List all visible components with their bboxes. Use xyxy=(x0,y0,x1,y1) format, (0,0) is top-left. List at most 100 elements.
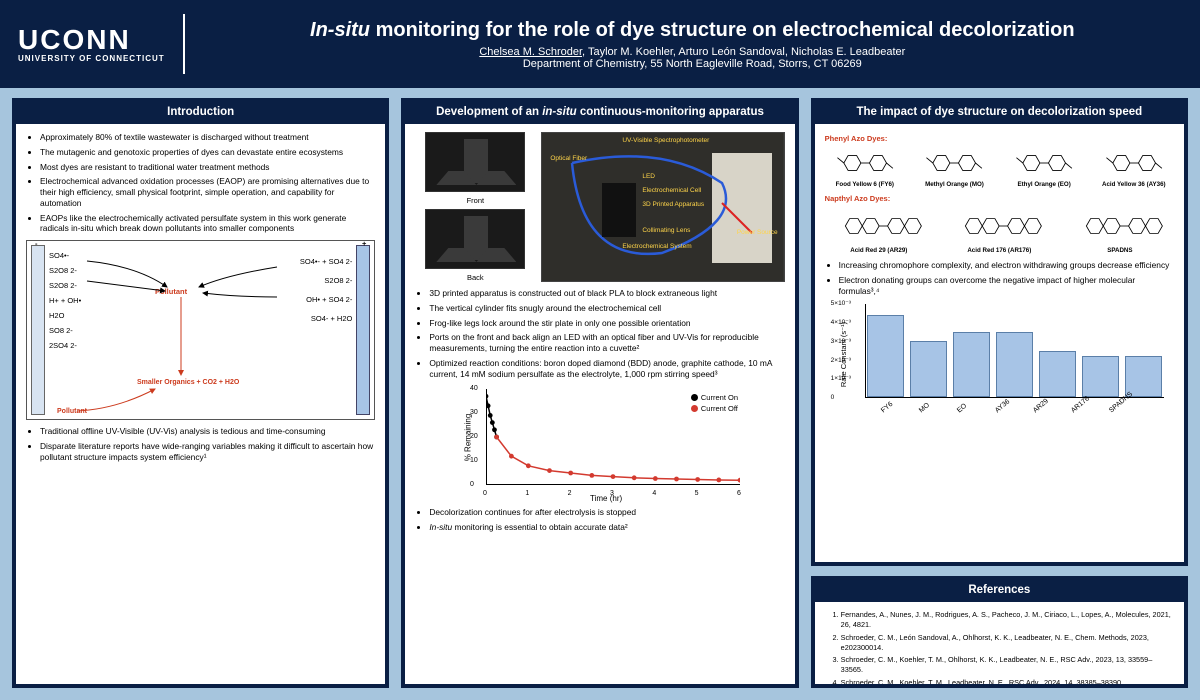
renders-3d: Front Back xyxy=(415,132,535,282)
title-block: In-situ monitoring for the role of dye s… xyxy=(203,19,1182,70)
panel-title-impact: The impact of dye structure on decoloriz… xyxy=(815,102,1184,124)
logo-subtitle: UNIVERSITY OF CONNECTICUT xyxy=(18,54,165,63)
legend-off: Current Off xyxy=(701,404,738,413)
reference: Schroeder, C. M., León Sandoval, A., Ohl… xyxy=(841,633,1174,653)
anno-3: Electrochemical Cell xyxy=(642,187,701,194)
anno-6: Electrochemical System xyxy=(622,243,691,250)
bar-category: MO xyxy=(918,402,931,415)
panel-body-intro: Approximately 80% of textile wastewater … xyxy=(16,124,385,684)
anno-7: Power Source xyxy=(737,229,778,236)
decolor-linechart: % Remaining Time (hr) Current On Current… xyxy=(450,383,750,503)
rate-barchart: Rate Constant (s⁻¹) FY6MOEOAY36AR29AR176… xyxy=(825,300,1174,420)
pollutant-bottom: Pollutant xyxy=(57,408,87,415)
front-label: Front xyxy=(467,196,485,205)
panel-title-refs: References xyxy=(815,580,1184,602)
reference: Schroeder, C. M., Koehler, T. M., Ohlhor… xyxy=(841,655,1174,675)
bullet: Decolorization continues for after elect… xyxy=(429,507,784,518)
bar-category: AR176 xyxy=(1070,395,1091,414)
bar xyxy=(996,332,1033,397)
render-front xyxy=(425,132,525,192)
species-left: SO4•-S2O8 2-S2O8 2-H+ + OH•H2OSO8 2-2SO4… xyxy=(49,251,81,356)
panel-intro: Introduction Approximately 80% of textil… xyxy=(12,98,389,688)
bars xyxy=(867,304,1162,397)
panel-body-apparatus: Front Back UV-Visible Spectrophotometer xyxy=(405,124,794,684)
anno-0: UV-Visible Spectrophotometer xyxy=(622,137,709,144)
col-apparatus: Development of an in-situ continuous-mon… xyxy=(401,98,798,688)
anno-1: Optical Fiber xyxy=(550,155,587,162)
col-right: The impact of dye structure on decoloriz… xyxy=(811,98,1188,688)
logo: UCONN xyxy=(18,26,165,54)
bullet: Frog-like legs lock around the stir plat… xyxy=(429,318,784,329)
bar xyxy=(910,341,947,397)
bullet: The vertical cylinder fits snugly around… xyxy=(429,303,784,314)
molecule: Food Yellow 6 (FY6) xyxy=(825,147,905,188)
bar-category: FY6 xyxy=(880,401,894,415)
bar-category: EO xyxy=(956,403,968,415)
bullet: In-situ monitoring is essential to obtai… xyxy=(429,522,784,533)
panel-body-refs: Fernandes, A., Nunes, J. M., Rodrigues, … xyxy=(815,602,1184,684)
panel-body-impact: Phenyl Azo Dyes: Food Yellow 6 (FY6)Meth… xyxy=(815,124,1184,562)
intro-bullets-top: Approximately 80% of textile wastewater … xyxy=(26,132,375,234)
bar xyxy=(1039,351,1076,398)
bullet: 3D printed apparatus is constructed out … xyxy=(429,288,784,299)
bar-category: AR29 xyxy=(1032,398,1050,415)
bar xyxy=(867,315,904,397)
bullet: Approximately 80% of textile wastewater … xyxy=(40,132,375,143)
molecule: SPADNS xyxy=(1066,207,1174,254)
bullet: The mutagenic and genotoxic properties o… xyxy=(40,147,375,158)
bullet: Increasing chromophore complexity, and e… xyxy=(839,260,1174,271)
molecule: Acid Red 29 (AR29) xyxy=(825,207,933,254)
divider xyxy=(183,14,185,74)
title-italic: In-situ xyxy=(310,19,370,41)
bullet: Electrochemical advanced oxidation proce… xyxy=(40,176,375,208)
poster-title: In-situ monitoring for the role of dye s… xyxy=(203,19,1182,42)
molecules: Phenyl Azo Dyes: Food Yellow 6 (FY6)Meth… xyxy=(825,132,1174,254)
reference: Schroeder, C. M., Koehler, T. M., Leadbe… xyxy=(841,678,1174,684)
molecule: Methyl Orange (MO) xyxy=(914,147,994,188)
col-intro: Introduction Approximately 80% of textil… xyxy=(12,98,389,688)
molecule: Acid Yellow 36 (AY36) xyxy=(1094,147,1174,188)
impact-bullets: Increasing chromophore complexity, and e… xyxy=(825,260,1174,296)
bar-category: AY36 xyxy=(994,399,1011,415)
pollutant-label: Pollutant xyxy=(155,287,187,296)
bullet: Ports on the front and back align an LED… xyxy=(429,332,784,354)
bullet: Most dyes are resistant to traditional w… xyxy=(40,162,375,173)
bullet: EAOPs like the electrochemically activat… xyxy=(40,213,375,235)
authors: Chelsea M. Schroder, Taylor M. Koehler, … xyxy=(203,46,1182,58)
bullet: Traditional offline UV-Visible (UV-Vis) … xyxy=(40,426,375,437)
lead-author: Chelsea M. Schroder xyxy=(479,46,582,58)
group2-label: Napthyl Azo Dyes: xyxy=(825,194,1174,203)
anno-5: Collimating Lens xyxy=(642,227,690,234)
panel-apparatus: Development of an in-situ continuous-mon… xyxy=(401,98,798,688)
panel-title-apparatus: Development of an in-situ continuous-mon… xyxy=(405,102,794,124)
bullet: Electron donating groups can overcome th… xyxy=(839,275,1174,297)
columns: Introduction Approximately 80% of textil… xyxy=(0,88,1200,700)
coauthors: , Taylor M. Koehler, Arturo León Sandova… xyxy=(582,46,905,58)
panel-refs: References Fernandes, A., Nunes, J. M., … xyxy=(811,576,1188,688)
bar xyxy=(953,332,990,397)
legend: Current On Current Off xyxy=(691,393,738,415)
group1-label: Phenyl Azo Dyes: xyxy=(825,134,1174,143)
photo-setup: UV-Visible Spectrophotometer Optical Fib… xyxy=(541,132,784,282)
apparatus-bullets: 3D printed apparatus is constructed out … xyxy=(415,288,784,379)
molecule: Acid Red 176 (AR176) xyxy=(945,207,1053,254)
back-label: Back xyxy=(467,273,484,282)
bullet: Optimized reaction conditions: boron dop… xyxy=(429,358,784,380)
reference: Fernandes, A., Nunes, J. M., Rodrigues, … xyxy=(841,610,1174,630)
title-rest: monitoring for the role of dye structure… xyxy=(370,19,1075,41)
bar xyxy=(1082,356,1119,397)
species-right: SO4•- + SO4 2-S2O8 2-OH• + SO4 2-SO4- + … xyxy=(300,257,352,333)
panel-impact: The impact of dye structure on decoloriz… xyxy=(811,98,1188,566)
panel-title-intro: Introduction xyxy=(16,102,385,124)
minus-label: - xyxy=(35,239,38,248)
plus-label: + xyxy=(362,239,366,248)
molecule: Ethyl Orange (EO) xyxy=(1004,147,1084,188)
logo-block: UCONN UNIVERSITY OF CONNECTICUT xyxy=(18,26,165,63)
apparatus-bullets-bottom: Decolorization continues for after elect… xyxy=(415,507,784,533)
intro-bullets-bottom: Traditional offline UV-Visible (UV-Vis) … xyxy=(26,426,375,462)
bullet: Disparate literature reports have wide-r… xyxy=(40,441,375,463)
smaller-organics: Smaller Organics + CO2 + H2O xyxy=(137,379,239,387)
header: UCONN UNIVERSITY OF CONNECTICUT In-situ … xyxy=(0,0,1200,88)
render-back xyxy=(425,209,525,269)
apparatus-images: Front Back UV-Visible Spectrophotometer xyxy=(415,132,784,282)
